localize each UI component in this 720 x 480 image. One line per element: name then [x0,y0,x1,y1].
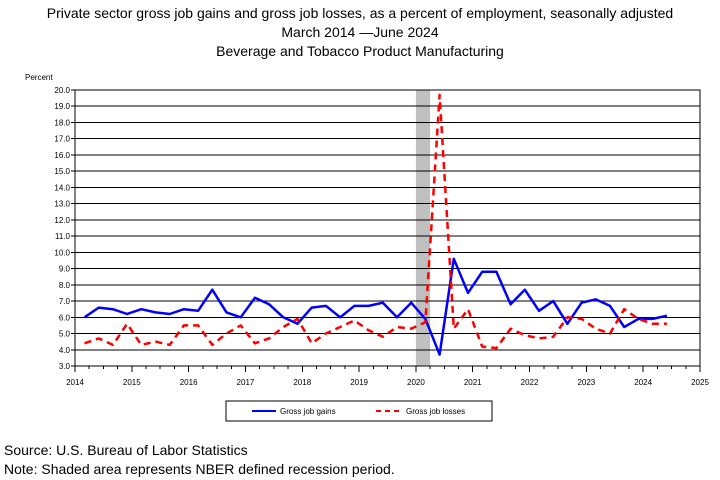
y-tick-label: 4.0 [59,346,71,355]
y-axis-label: Percent [25,73,53,82]
x-tick-label: 2015 [123,378,141,387]
x-tick-label: 2022 [521,378,539,387]
y-tick-label: 8.0 [59,281,71,290]
y-tick-label: 18.0 [54,118,70,127]
x-tick-label: 2020 [407,378,425,387]
legend-losses-label: Gross job losses [406,407,465,416]
y-tick-label: 3.0 [59,362,71,371]
x-tick-label: 2018 [293,378,311,387]
x-tick-label: 2024 [634,378,652,387]
x-tick-label: 2016 [180,378,198,387]
y-tick-label: 7.0 [59,297,71,306]
y-tick-label: 16.0 [54,151,70,160]
x-tick-label: 2023 [577,378,595,387]
y-tick-label: 19.0 [54,102,70,111]
y-tick-label: 11.0 [55,232,71,241]
x-tick-label: 2019 [350,378,368,387]
y-tick-label: 9.0 [59,265,71,274]
chart-title: Private sector gross job gains and gross… [46,5,674,21]
x-tick-label: 2025 [691,378,709,387]
chart-date-range: March 2014 —June 2024 [281,24,439,40]
y-tick-label: 12.0 [54,216,70,225]
y-tick-label: 20.0 [54,86,70,95]
gains-series-line [83,257,668,356]
y-tick-label: 6.0 [59,313,71,322]
y-tick-label: 5.0 [59,330,71,339]
y-tick-label: 10.0 [54,248,70,257]
legend-gains-label: Gross job gains [280,407,336,416]
losses-series-line [84,93,667,350]
chart-industry: Beverage and Tobacco Product Manufacturi… [216,43,504,59]
line-chart: Percent 3.0 4.0 5.0 6.0 7.0 8.0 9.0 10.0 11.0 12.0… [25,73,709,422]
source-note: Source: U.S. Bureau of Labor Statistics [4,442,248,458]
legend-box [225,400,493,422]
y-tick-label: 15.0 [54,167,70,176]
y-tick-label: 13.0 [54,200,70,209]
x-tick-label: 2017 [237,378,255,387]
x-tick-label: 2021 [464,378,482,387]
plot-frame [74,89,701,367]
recession-note: Note: Shaded area represents NBER define… [4,461,395,477]
y-tick-label: 17.0 [54,135,70,144]
y-tick-label: 14.0 [54,183,70,192]
x-tick-label: 2014 [66,378,84,387]
